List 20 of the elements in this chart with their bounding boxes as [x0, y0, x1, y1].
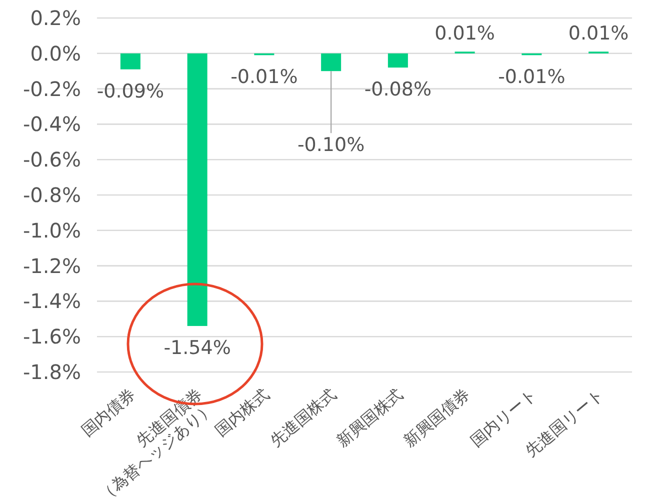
y-tick-label: -1.8% — [22, 360, 81, 384]
y-tick-label: -1.6% — [22, 324, 81, 349]
y-tick-label: -1.0% — [22, 218, 81, 242]
data-label: 0.01% — [434, 22, 495, 45]
data-label: -0.01% — [498, 66, 566, 88]
data-label: -0.08% — [364, 78, 432, 101]
y-tick-label: -0.8% — [22, 183, 81, 207]
data-label: -0.09% — [96, 80, 164, 102]
x-tick-label: 国内株式 — [212, 384, 273, 440]
y-tick-label: -1.2% — [22, 254, 81, 278]
y-tick-label: 0.2% — [30, 6, 81, 30]
data-label: -0.01% — [230, 66, 298, 88]
y-tick-label: 0.0% — [30, 41, 81, 66]
data-label: 0.01% — [568, 22, 629, 45]
data-label: -0.10% — [297, 134, 365, 156]
y-tick-label: -0.6% — [22, 148, 81, 172]
y-tick-label: -0.2% — [22, 76, 81, 101]
y-tick-label: -0.4% — [22, 112, 81, 136]
y-tick-label: -1.4% — [22, 289, 81, 314]
data-label: -1.54% — [164, 336, 231, 359]
